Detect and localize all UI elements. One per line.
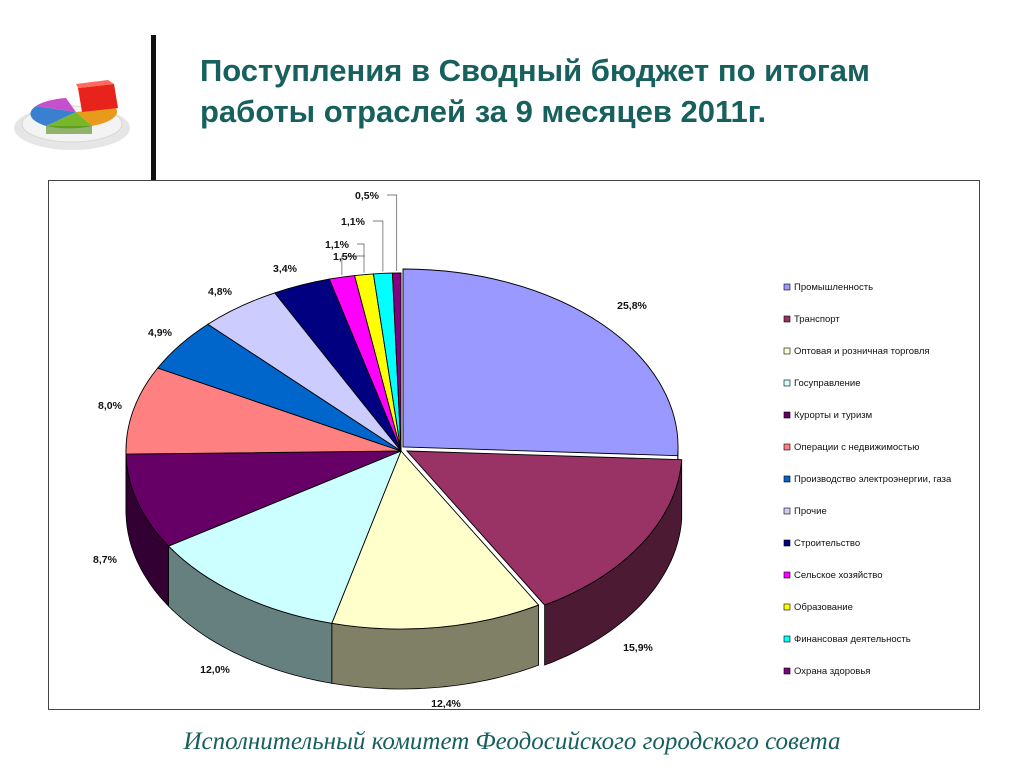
legend-swatch xyxy=(783,635,791,643)
value-label: 1,1% xyxy=(341,216,366,228)
pie-slice xyxy=(125,367,402,455)
legend-swatch xyxy=(783,571,791,579)
value-label: 8,0% xyxy=(98,400,123,412)
legend-label: Госуправление xyxy=(794,378,861,389)
legend-label: Курорты и туризм xyxy=(794,410,872,421)
value-label: 4,8% xyxy=(208,286,233,298)
leader-line xyxy=(387,194,398,271)
value-label: 0,5% xyxy=(355,190,380,202)
legend-label: Образование xyxy=(794,602,853,613)
pie-slice xyxy=(402,268,679,457)
value-label: 4,9% xyxy=(148,327,173,339)
value-label: 8,7% xyxy=(93,554,118,566)
value-label: 3,4% xyxy=(273,263,298,275)
title-accent-bar xyxy=(151,35,156,180)
legend-swatch xyxy=(783,411,791,419)
legend-label: Операции с недвижимостью xyxy=(794,442,919,453)
value-label: 12,0% xyxy=(200,664,230,676)
pie-chart-logo-icon xyxy=(14,80,130,150)
legend-label: Финансовая деятельность xyxy=(794,634,911,645)
legend-label: Транспорт xyxy=(794,314,840,325)
pie-slice xyxy=(125,450,402,547)
pie-slice xyxy=(167,450,402,624)
chart-frame: 25,8% 15,9% 12,4% 12,0% 8,7% 8,0% 4,9% 4,8% 3,4%… xyxy=(48,180,980,710)
chart-legend: Промышленность Транспорт Оптовая и розничн… xyxy=(783,282,952,677)
legend-swatch xyxy=(783,315,791,323)
legend-swatch xyxy=(783,347,791,355)
legend-label: Охрана здоровья xyxy=(794,666,870,677)
legend-label: Прочие xyxy=(794,506,827,517)
legend-swatch xyxy=(783,667,791,675)
value-label: 1,1% xyxy=(325,239,350,251)
value-label: 25,8% xyxy=(617,300,647,312)
legend-label: Оптовая и розничная торговля xyxy=(794,346,930,357)
legend-label: Промышленность xyxy=(794,282,873,293)
legend-swatch xyxy=(783,507,791,515)
value-label: 15,9% xyxy=(623,642,653,654)
legend-swatch xyxy=(783,603,791,611)
pie-chart: 25,8% 15,9% 12,4% 12,0% 8,7% 8,0% 4,9% 4,8% 3,4%… xyxy=(93,190,952,709)
leader-line xyxy=(357,243,365,273)
value-label: 1,5% xyxy=(333,251,358,263)
pie-slice xyxy=(405,450,683,606)
legend-swatch xyxy=(783,443,791,451)
legend-swatch xyxy=(783,379,791,387)
legend-label: Строительство xyxy=(794,538,860,549)
legend-label: Сельское хозяйство xyxy=(794,570,883,581)
value-label: 12,4% xyxy=(431,698,461,709)
legend-swatch xyxy=(783,475,791,483)
pie-slice xyxy=(391,272,402,452)
legend-swatch xyxy=(783,539,791,547)
slide-title: Поступления в Сводный бюджет по итогам р… xyxy=(200,53,870,129)
leader-line xyxy=(341,255,365,276)
legend-swatch xyxy=(783,283,791,291)
legend-label: Производство электроэнергии, газа xyxy=(794,474,952,485)
footer-organization: Исполнительный комитет Феодосийского гор… xyxy=(183,728,841,755)
leader-line xyxy=(373,220,384,272)
